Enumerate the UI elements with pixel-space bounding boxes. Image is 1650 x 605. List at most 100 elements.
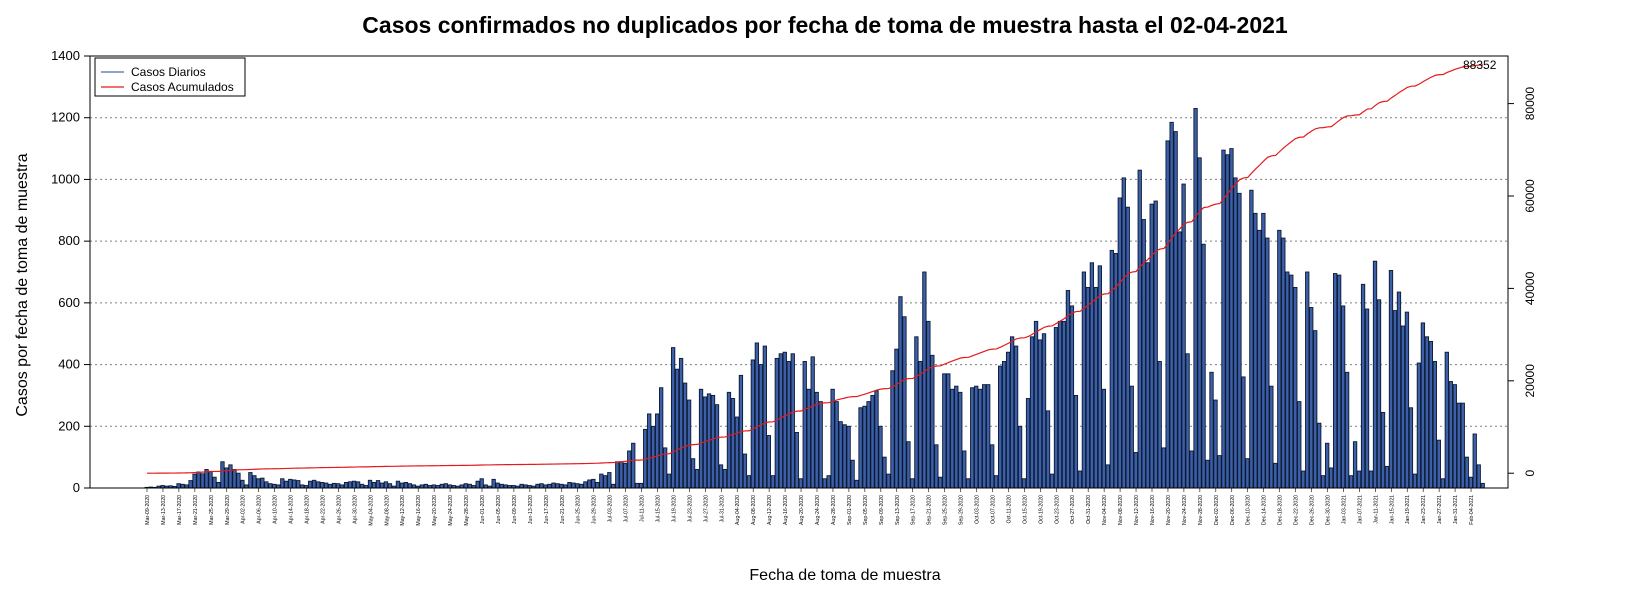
bar bbox=[778, 353, 783, 489]
x-tick-label: Dec-22-2020 bbox=[1294, 495, 1300, 525]
x-tick-label: Aug-20-2020 bbox=[799, 495, 805, 525]
x-tick-label: Nov-20-2020 bbox=[1166, 495, 1172, 525]
bar bbox=[998, 365, 1003, 489]
bar bbox=[591, 478, 596, 489]
grid-layer bbox=[90, 117, 1508, 427]
bar bbox=[1440, 478, 1445, 489]
x-tick-label: Jul-07-2020 bbox=[624, 495, 630, 523]
bar bbox=[910, 478, 915, 489]
bar bbox=[714, 404, 720, 489]
bar bbox=[1105, 464, 1110, 489]
bar bbox=[698, 388, 704, 489]
bar bbox=[1364, 308, 1370, 489]
bar bbox=[647, 413, 652, 489]
bar bbox=[782, 351, 787, 489]
x-tick-label: Jul-15-2020 bbox=[655, 495, 661, 523]
bar bbox=[1480, 482, 1485, 489]
bar bbox=[1285, 271, 1290, 489]
bar bbox=[1033, 320, 1039, 489]
bar bbox=[220, 461, 225, 489]
bar bbox=[1464, 456, 1469, 489]
y2-tick-label: 0 bbox=[1523, 470, 1537, 477]
y-tick-label: 1000 bbox=[51, 171, 80, 186]
bar bbox=[670, 347, 676, 489]
x-tick-label: Jun-05-2020 bbox=[496, 495, 502, 524]
bar bbox=[894, 348, 899, 489]
bar bbox=[1416, 362, 1422, 489]
bar bbox=[1420, 322, 1426, 489]
y-tick-label: 1200 bbox=[51, 110, 80, 125]
bar bbox=[280, 478, 285, 489]
bar bbox=[1400, 325, 1406, 489]
bar bbox=[383, 481, 389, 489]
x-tick-label: Aug-24-2020 bbox=[815, 495, 821, 525]
bar bbox=[790, 353, 795, 489]
bar bbox=[842, 424, 847, 489]
bar bbox=[1253, 212, 1258, 489]
x-tick-label: Jan-31-2021 bbox=[1453, 495, 1459, 524]
bar bbox=[710, 394, 716, 489]
x-tick-label: Oct-15-2020 bbox=[1022, 495, 1028, 524]
x-tick-label: Oct-03-2020 bbox=[975, 495, 981, 524]
y-tick-label: 400 bbox=[58, 357, 80, 372]
bar bbox=[240, 479, 245, 489]
bar bbox=[439, 483, 444, 489]
x-tick-label: Dec-14-2020 bbox=[1262, 495, 1268, 525]
bar bbox=[579, 483, 584, 489]
x-tick-label: May-24-2020 bbox=[448, 495, 454, 526]
line-layer: 88352 bbox=[146, 58, 1497, 474]
bar bbox=[1476, 464, 1481, 489]
bar bbox=[890, 370, 895, 489]
bar bbox=[806, 388, 811, 489]
bar bbox=[958, 391, 963, 489]
bar bbox=[1193, 108, 1198, 489]
bar bbox=[1297, 401, 1302, 489]
x-tick-label: Sep-05-2020 bbox=[863, 495, 869, 525]
bar bbox=[1293, 286, 1298, 489]
bar bbox=[260, 477, 265, 489]
bar bbox=[1121, 177, 1126, 489]
bar bbox=[1025, 398, 1031, 489]
bar bbox=[559, 483, 564, 489]
bar bbox=[491, 478, 496, 489]
bar bbox=[359, 483, 365, 489]
bar bbox=[950, 388, 955, 489]
bar bbox=[770, 475, 775, 489]
y-axis-label: Casos por fecha de toma de muestra bbox=[14, 153, 31, 417]
bar bbox=[292, 479, 297, 489]
bar bbox=[1149, 203, 1154, 489]
bar bbox=[810, 356, 815, 489]
bar bbox=[379, 482, 385, 489]
bar bbox=[571, 482, 576, 489]
bar bbox=[248, 472, 253, 489]
bar bbox=[288, 478, 293, 489]
bar bbox=[1452, 384, 1457, 489]
x-tick-label: Apr-22-2020 bbox=[320, 495, 326, 524]
x-tick-label: Jul-23-2020 bbox=[687, 495, 693, 523]
bar bbox=[954, 385, 959, 489]
bar bbox=[938, 476, 943, 489]
bar bbox=[1177, 231, 1182, 489]
bar bbox=[551, 482, 556, 489]
bar bbox=[878, 425, 883, 489]
bar bbox=[655, 413, 660, 489]
x-tick-label: Jun-25-2020 bbox=[576, 495, 582, 524]
x-tick-label: Mar-17-2020 bbox=[177, 495, 183, 525]
bar bbox=[1213, 399, 1218, 489]
bar bbox=[196, 471, 201, 489]
y-tick-label: 1400 bbox=[51, 48, 80, 63]
bar bbox=[1053, 327, 1059, 489]
bar bbox=[1396, 291, 1402, 489]
bar bbox=[854, 479, 859, 489]
x-tick-label: Feb-04-2021 bbox=[1469, 495, 1475, 525]
bar bbox=[1169, 121, 1174, 489]
bar bbox=[623, 462, 628, 489]
bar bbox=[539, 483, 544, 489]
x-tick-label: Jul-27-2020 bbox=[703, 495, 709, 523]
bar bbox=[730, 398, 736, 489]
bar bbox=[974, 385, 979, 489]
bar bbox=[659, 387, 664, 489]
bar bbox=[463, 483, 468, 489]
bar bbox=[1472, 433, 1477, 489]
